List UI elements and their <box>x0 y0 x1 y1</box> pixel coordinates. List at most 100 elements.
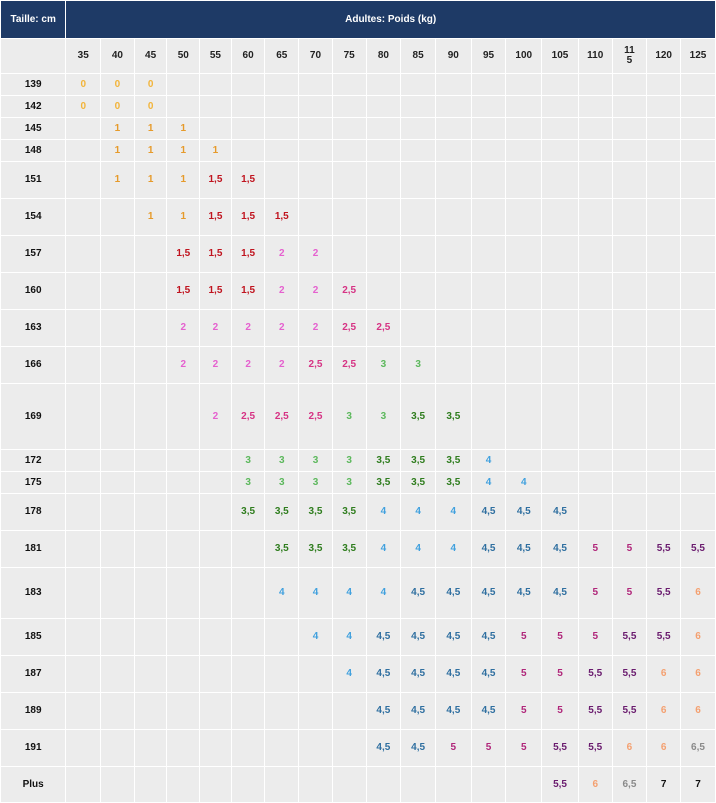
dose-cell <box>400 198 436 236</box>
dose-cell: 3,5 <box>400 383 436 450</box>
dose-cell <box>470 235 507 273</box>
weight-header-title: Adultes: Poids (kg) <box>65 0 716 39</box>
dose-cell: 1,5 <box>230 198 266 236</box>
dose-cell <box>100 655 135 693</box>
dose-cell <box>577 493 613 531</box>
height-row-label: 169 <box>0 383 67 450</box>
dose-cell: 4 <box>434 493 472 531</box>
weight-col-header: 40 <box>100 38 135 74</box>
dose-cell <box>646 272 681 310</box>
dose-cell <box>166 449 201 472</box>
dose-cell: 4 <box>331 618 367 656</box>
dose-cell: 0 <box>65 95 102 118</box>
dose-cell <box>133 618 168 656</box>
dose-cell: 4,5 <box>365 692 402 730</box>
dose-cell <box>541 139 579 162</box>
dose-cell <box>298 139 333 162</box>
dose-cell <box>434 198 472 236</box>
dose-cell <box>400 117 436 140</box>
dose-cell <box>100 346 135 384</box>
dose-cell <box>230 73 266 96</box>
height-row-label: 178 <box>0 493 67 531</box>
dose-cell <box>199 73 232 96</box>
dose-cell <box>577 449 613 472</box>
weight-col-header: 95 <box>470 38 507 74</box>
dose-cell <box>505 309 543 347</box>
dose-cell <box>264 139 300 162</box>
dose-cell <box>133 272 168 310</box>
height-row-label: 163 <box>0 309 67 347</box>
dose-cell: 0 <box>65 73 102 96</box>
dose-cell: 4,5 <box>434 618 472 656</box>
dose-cell: 4 <box>264 567 300 619</box>
dose-cell <box>298 198 333 236</box>
dose-cell: 5 <box>505 692 543 730</box>
dose-cell: 4 <box>505 471 543 494</box>
dose-cell <box>133 309 168 347</box>
dose-cell <box>470 272 507 310</box>
dose-cell <box>400 161 436 199</box>
dose-cell <box>65 493 102 531</box>
dose-cell: 5 <box>434 729 472 767</box>
dose-cell: 3,5 <box>434 383 472 450</box>
dose-cell: 4,5 <box>400 567 436 619</box>
dose-cell <box>365 117 402 140</box>
weight-col-header: 70 <box>298 38 333 74</box>
dose-cell: 5 <box>577 530 613 568</box>
dose-cell: 1,5 <box>199 235 232 273</box>
dose-cell <box>199 567 232 619</box>
dose-cell: 5,5 <box>646 618 681 656</box>
dose-cell <box>400 73 436 96</box>
dose-cell <box>199 766 232 803</box>
dose-cell <box>298 766 333 803</box>
dose-cell: 5,5 <box>577 692 613 730</box>
dose-cell <box>166 567 201 619</box>
height-row-label: 187 <box>0 655 67 693</box>
dose-cell: 5,5 <box>541 766 579 803</box>
dose-cell <box>230 655 266 693</box>
dose-cell <box>470 139 507 162</box>
dose-cell: 2,5 <box>298 383 333 450</box>
dose-cell <box>199 729 232 767</box>
table-row: 157 1,5 1,5 1,5 2 2 <box>0 235 716 273</box>
dose-cell <box>541 235 579 273</box>
dose-cell: 4 <box>470 449 507 472</box>
table-row: 163 2 2 2 2 2 2,5 2,5 <box>0 309 716 347</box>
dose-cell <box>434 117 472 140</box>
dose-cell <box>470 198 507 236</box>
dose-cell <box>166 655 201 693</box>
dose-cell: 3 <box>264 471 300 494</box>
dose-cell <box>611 383 648 450</box>
dose-cell <box>365 766 402 803</box>
dose-cell <box>646 449 681 472</box>
table-row: 181 3,5 3,5 3,5 4 4 4 4,5 4,5 4,5 5 5 5,5 5,5 <box>0 530 716 568</box>
dose-cell <box>65 139 102 162</box>
dose-cell: 4,5 <box>505 530 543 568</box>
dose-cell <box>680 309 716 347</box>
dose-cell <box>199 692 232 730</box>
dose-cell: 4,5 <box>470 692 507 730</box>
dose-cell: 6 <box>646 655 681 693</box>
dose-cell: 4,5 <box>400 729 436 767</box>
dose-cell: 5 <box>611 530 648 568</box>
dose-cell: 3,5 <box>264 493 300 531</box>
dose-cell: 6 <box>680 618 716 656</box>
dose-cell: 2 <box>166 309 201 347</box>
dose-cell <box>577 346 613 384</box>
dose-cell <box>365 95 402 118</box>
dose-cell: 5,5 <box>611 618 648 656</box>
dose-cell <box>505 449 543 472</box>
dose-cell: 1 <box>133 198 168 236</box>
dose-cell: 0 <box>133 73 168 96</box>
dose-cell <box>470 95 507 118</box>
dose-cell <box>65 346 102 384</box>
dose-cell <box>680 95 716 118</box>
dose-cell: 3 <box>331 471 367 494</box>
dose-cell: 4 <box>365 567 402 619</box>
dose-cell: 4,5 <box>541 530 579 568</box>
dose-cell <box>100 235 135 273</box>
weight-col-header: 60 <box>230 38 266 74</box>
dose-cell <box>680 139 716 162</box>
dose-cell <box>331 95 367 118</box>
weight-col-header: 125 <box>680 38 716 74</box>
